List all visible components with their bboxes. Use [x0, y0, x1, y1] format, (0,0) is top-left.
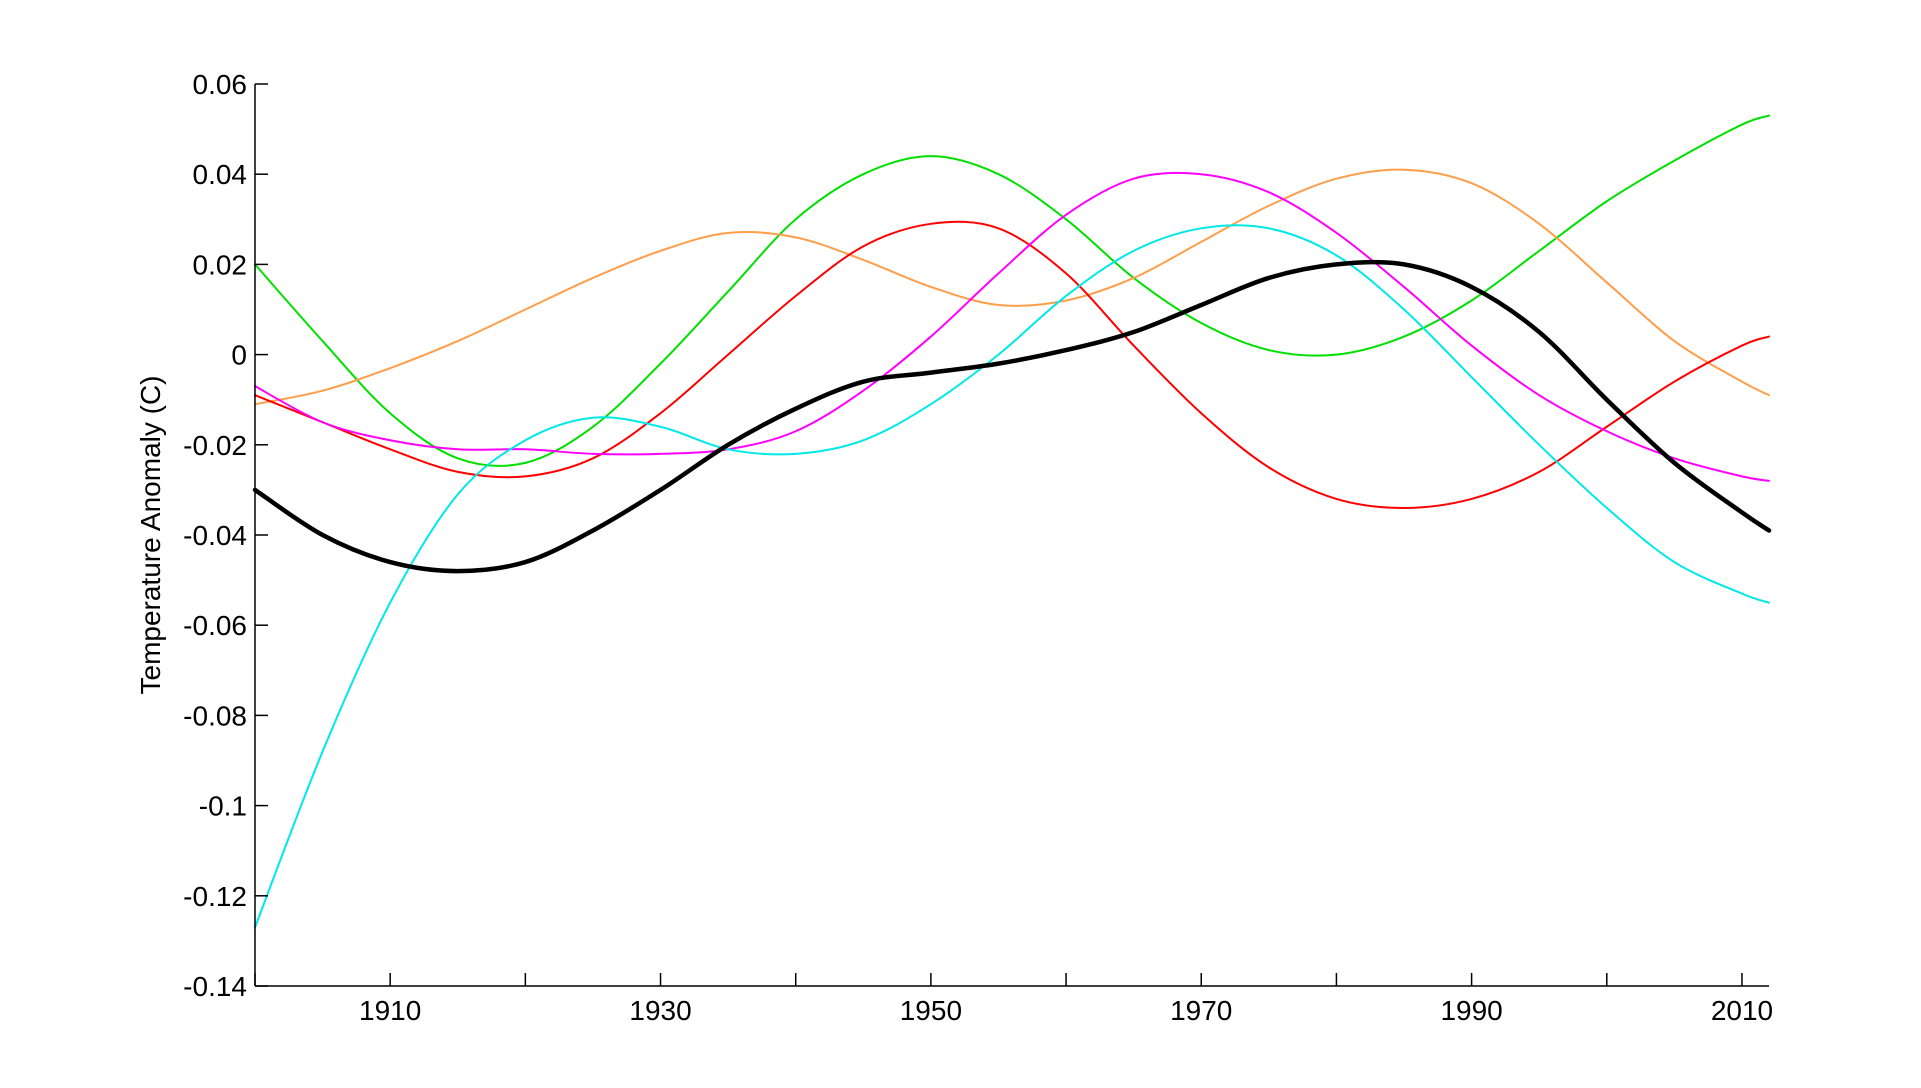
y-tick-label: 0.06: [193, 69, 248, 100]
y-tick-label: 0.02: [193, 249, 248, 280]
y-axis-label: Temperature Anomaly (C): [135, 375, 166, 694]
y-tick-label: -0.14: [183, 971, 247, 1002]
y-tick-label: -0.06: [183, 610, 247, 641]
series-line-2: [254, 168, 1770, 406]
x-tick-label: 1910: [359, 995, 421, 1026]
x-tick-label: 1930: [629, 995, 691, 1026]
y-tick-label: 0.04: [193, 159, 248, 190]
series-line-1: [254, 114, 1770, 467]
y-tick-label: -0.1: [199, 791, 247, 822]
x-tick-label: 2010: [1711, 995, 1773, 1026]
x-tick-label: 1970: [1170, 995, 1232, 1026]
y-tick-label: -0.04: [183, 520, 247, 551]
y-tick-label: -0.12: [183, 881, 247, 912]
series-line-3: [254, 220, 1770, 509]
series-line-6: [252, 259, 1772, 574]
y-tick-label: -0.02: [183, 430, 247, 461]
y-tick-label: -0.08: [183, 700, 247, 731]
series-line-4: [254, 171, 1770, 482]
y-tick-label: 0: [231, 340, 247, 371]
x-tick-label: 1950: [900, 995, 962, 1026]
axes-layer: 0.06 0.04 0.02 0 -0.02 -0.04 -0.06 -0.08 -0.1 -0.…: [183, 69, 1773, 1026]
series-layer: [252, 114, 1772, 929]
x-tick-label: 1990: [1440, 995, 1502, 1026]
series-line-5: [254, 224, 1770, 929]
